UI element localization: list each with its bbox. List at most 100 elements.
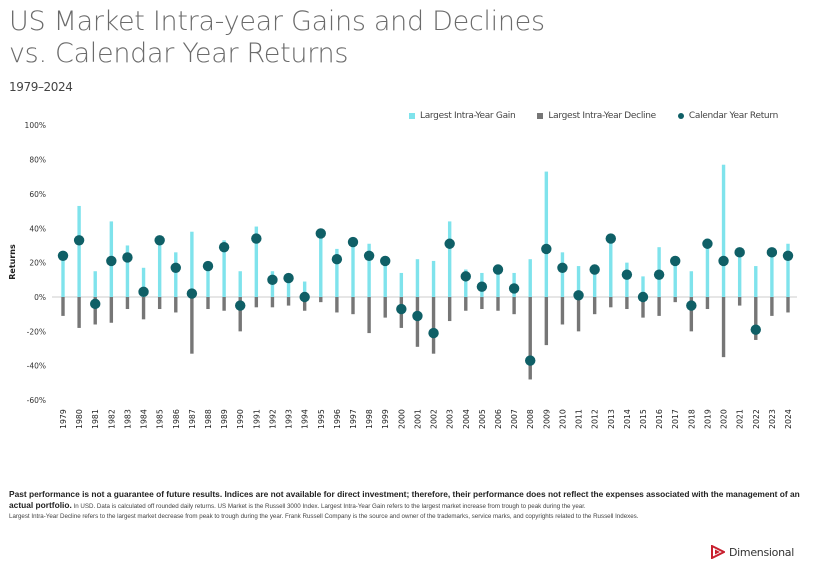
gain-bar-2002 xyxy=(431,260,436,297)
gain-bar-2018 xyxy=(689,271,694,297)
x-tick-label: 2022 xyxy=(752,409,761,429)
decline-bar-1985 xyxy=(157,297,162,310)
x-tick-label: 1980 xyxy=(75,409,84,429)
y-tick-label: 0% xyxy=(34,293,46,302)
x-tick-label: 1992 xyxy=(268,409,277,429)
x-tick-label: 2004 xyxy=(462,409,471,429)
return-dot-2004 xyxy=(460,271,471,282)
x-tick-label: 1993 xyxy=(285,409,294,429)
return-dot-1979 xyxy=(57,250,69,261)
return-dot-2020 xyxy=(718,255,729,267)
return-dot-1996 xyxy=(331,254,343,265)
return-dot-1981 xyxy=(90,298,101,310)
x-tick-label: 1986 xyxy=(172,409,181,429)
bars-group xyxy=(61,164,790,380)
gain-bar-2003 xyxy=(447,221,452,297)
decline-bar-1990 xyxy=(238,297,242,332)
x-tick-label: 2014 xyxy=(623,409,632,429)
return-dot-2006 xyxy=(492,264,504,275)
gain-bar-1993 xyxy=(286,276,291,297)
x-tick-label: 2007 xyxy=(510,409,519,429)
return-dot-1993 xyxy=(283,272,294,284)
return-dot-2011 xyxy=(573,290,584,301)
x-tick-label: 2017 xyxy=(671,409,680,429)
gain-bar-2009 xyxy=(544,171,549,297)
return-dot-1989 xyxy=(218,241,230,253)
return-dot-1984 xyxy=(138,286,149,298)
gain-bar-1979 xyxy=(61,254,65,297)
x-tick-label: 1989 xyxy=(220,409,229,429)
decline-bar-2008 xyxy=(528,297,532,380)
return-dot-2001 xyxy=(412,310,423,322)
gain-bar-1989 xyxy=(222,240,226,297)
gain-bar-1984 xyxy=(141,267,146,297)
decline-bar-2016 xyxy=(657,297,661,316)
return-dot-2008 xyxy=(525,355,536,366)
return-dot-1983 xyxy=(122,252,133,263)
decline-bar-1986 xyxy=(174,297,178,313)
x-tick-label: 2000 xyxy=(397,409,406,429)
return-dot-1986 xyxy=(170,262,181,273)
y-tick-label: 40% xyxy=(29,224,46,233)
gain-bar-1980 xyxy=(77,205,81,297)
chart-subtitle: 1979–2024 xyxy=(9,80,73,94)
return-dot-1987 xyxy=(186,288,198,299)
decline-bar-1998 xyxy=(367,297,371,334)
legend-swatch-gain xyxy=(409,113,415,119)
gain-bar-2008 xyxy=(528,259,532,297)
decline-bar-1989 xyxy=(222,297,226,311)
return-dot-1982 xyxy=(106,255,117,267)
x-tick-label: 1987 xyxy=(188,409,197,429)
legend-label-return: Calendar Year Return xyxy=(688,111,778,121)
return-dot-2024 xyxy=(782,250,794,261)
return-dot-1980 xyxy=(73,235,85,246)
gain-bar-2012 xyxy=(592,267,597,297)
decline-bar-2024 xyxy=(786,297,790,313)
x-tick-label: 1997 xyxy=(349,409,358,429)
x-tick-label: 1998 xyxy=(365,409,374,429)
x-tick-label: 2015 xyxy=(639,409,648,429)
return-dot-1997 xyxy=(347,236,359,248)
decline-bar-2015 xyxy=(641,297,645,318)
decline-bar-1982 xyxy=(109,297,114,323)
x-tick-label: 2013 xyxy=(607,409,616,429)
gain-bar-2022 xyxy=(754,266,758,297)
decline-bar-2022 xyxy=(754,297,758,340)
chart-title: US Market Intra-year Gains and Declines … xyxy=(9,6,545,70)
return-dot-1988 xyxy=(202,260,214,272)
y-tick-label: -20% xyxy=(27,327,46,336)
gain-bar-1986 xyxy=(174,252,178,297)
decline-bar-2001 xyxy=(415,297,420,347)
y-axis-label: Returns xyxy=(8,244,17,280)
legend-item-gain: Largest Intra-Year Gain xyxy=(409,111,516,121)
y-axis: 100% 80% 60% 40% 20% 0% -20% -40% -60% xyxy=(25,121,46,405)
x-tick-label: 1979 xyxy=(59,409,68,429)
gain-bar-1996 xyxy=(335,248,339,297)
y-tick-label: -40% xyxy=(27,362,46,371)
decline-bar-2014 xyxy=(625,297,629,310)
footer-disclaimer: Past performance is not a guarantee of f… xyxy=(9,489,809,522)
return-dot-2023 xyxy=(766,247,778,258)
y-tick-label: 80% xyxy=(29,156,46,165)
gain-bar-2013 xyxy=(609,238,613,297)
x-tick-label: 2024 xyxy=(784,409,793,429)
decline-bar-2013 xyxy=(609,297,613,308)
return-dot-1992 xyxy=(267,274,278,286)
return-dot-1985 xyxy=(154,235,165,246)
x-tick-label: 1995 xyxy=(317,409,326,429)
x-tick-label: 2001 xyxy=(413,409,422,429)
chart-title-line1: US Market Intra-year Gains and Declines xyxy=(9,6,545,37)
chart-title-line2: vs. Calendar Year Returns xyxy=(9,38,349,69)
x-tick-label: 2020 xyxy=(720,409,729,429)
decline-bar-1997 xyxy=(351,297,355,315)
gain-bar-2017 xyxy=(673,260,677,297)
x-tick-label: 2023 xyxy=(768,409,777,429)
decline-bar-2019 xyxy=(705,297,710,310)
x-axis: 1979 1980 1981 1982 1983 1984 1985 1986 1987 1988… xyxy=(59,409,793,429)
y-tick-label: 100% xyxy=(25,121,46,130)
decline-bar-2010 xyxy=(560,297,565,325)
x-tick-label: 1985 xyxy=(156,409,165,429)
decline-bar-2005 xyxy=(480,297,484,310)
x-tick-label: 2006 xyxy=(494,409,503,429)
x-tick-label: 2002 xyxy=(430,409,439,429)
